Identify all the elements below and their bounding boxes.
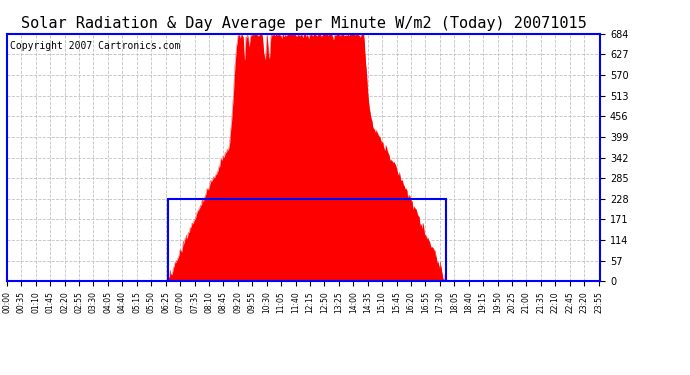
Text: Copyright 2007 Cartronics.com: Copyright 2007 Cartronics.com — [10, 41, 180, 51]
Bar — [168, 199, 446, 281]
Title: Solar Radiation & Day Average per Minute W/m2 (Today) 20071015: Solar Radiation & Day Average per Minute… — [21, 16, 586, 31]
